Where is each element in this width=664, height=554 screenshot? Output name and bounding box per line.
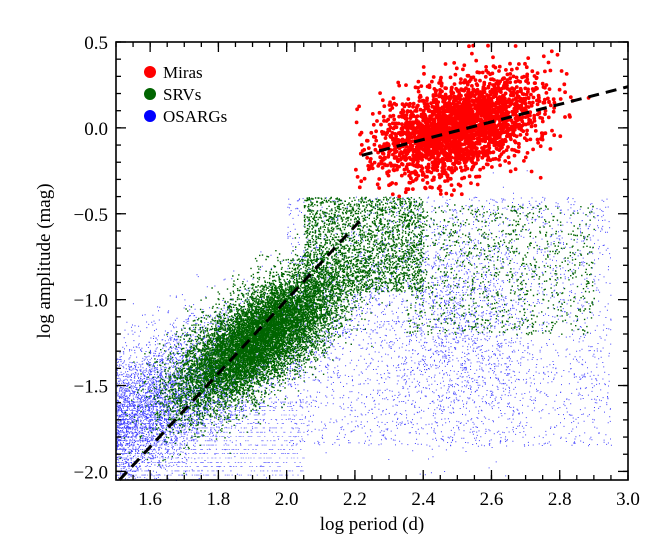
y-tick-label: −1.0 [74,291,108,312]
fit-lines [118,85,629,482]
legend-marker [144,88,156,100]
legend-marker [144,110,156,122]
legend-label: OSARGs [163,107,227,126]
y-tick-label: −2.0 [74,462,108,483]
fit-line-1 [361,85,629,157]
scatter-points [116,43,612,481]
x-axis-label: log period (d) [320,514,424,535]
x-tick-label: 2.2 [343,489,367,510]
x-tick-label: 2.8 [548,489,572,510]
x-tick-label: 2.0 [275,489,299,510]
legend-label: Miras [163,63,203,82]
x-tick-label: 2.6 [480,489,504,510]
y-tick-label: 0.0 [84,119,108,140]
legend-marker [144,66,156,78]
x-tick-label: 1.6 [138,489,162,510]
srvs-points [119,196,595,475]
legend: Miras SRVs OSARGs [144,63,227,126]
axis-ticks: 1.6 1.8 2.0 2.2 2.4 2.6 2.8 3.0 0.5 0.0 −0.5 −1.0 −1… [74,33,640,510]
y-tick-label: −0.5 [74,205,108,226]
legend-label: SRVs [163,85,201,104]
osargs-points [116,99,612,481]
y-tick-label: 0.5 [84,33,108,54]
x-tick-label: 1.8 [207,489,231,510]
miras-points [354,43,591,199]
y-axis-label: log amplitude (mag) [34,183,55,338]
y-tick-label: −1.5 [74,377,108,398]
x-tick-label: 2.4 [411,489,435,510]
x-tick-label: 3.0 [616,489,640,510]
fit-line-2 [118,217,363,482]
